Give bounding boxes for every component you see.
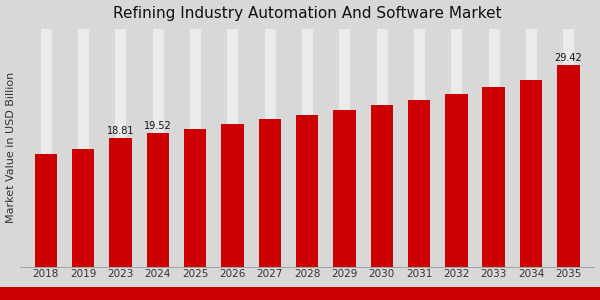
Bar (333, 110, 356, 267)
Bar (520, 80, 542, 267)
Bar (259, 119, 281, 267)
Bar (184, 129, 206, 267)
Bar (221, 124, 244, 267)
Bar (445, 94, 467, 267)
Bar (296, 115, 318, 267)
Bar (408, 100, 430, 267)
Bar (371, 105, 393, 267)
Bar (482, 87, 505, 267)
Y-axis label: Market Value in USD Billion: Market Value in USD Billion (5, 72, 16, 223)
Bar (146, 133, 169, 267)
Bar (72, 149, 94, 267)
Bar (109, 138, 131, 267)
Bar (557, 65, 580, 267)
Text: 29.42: 29.42 (554, 53, 582, 63)
Bar (35, 154, 57, 267)
Title: Refining Industry Automation And Software Market: Refining Industry Automation And Softwar… (113, 6, 502, 21)
Text: 19.52: 19.52 (144, 121, 172, 131)
Text: 18.81: 18.81 (107, 126, 134, 136)
